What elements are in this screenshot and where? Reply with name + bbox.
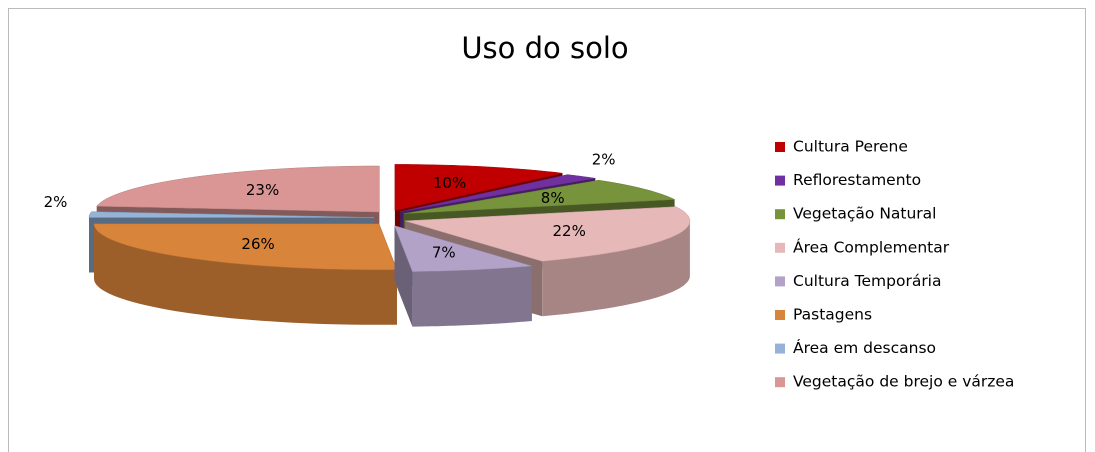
data-label: 8% bbox=[541, 189, 565, 207]
slice bbox=[400, 174, 596, 213]
legend-label: Área Complementar bbox=[793, 237, 950, 256]
slice bbox=[403, 179, 676, 214]
legend-label: Cultura Perene bbox=[793, 138, 908, 156]
legend-label: Vegetação Natural bbox=[793, 205, 937, 223]
legend-swatch bbox=[775, 377, 785, 388]
data-label: 2% bbox=[592, 151, 616, 169]
legend-swatch bbox=[775, 343, 785, 354]
slice bbox=[96, 165, 380, 213]
slice bbox=[88, 211, 375, 218]
legend-label: Cultura Temporária bbox=[793, 272, 942, 290]
legend-swatch bbox=[775, 276, 785, 287]
slice bbox=[93, 223, 398, 271]
data-label: 7% bbox=[432, 244, 456, 262]
slice bbox=[394, 164, 563, 211]
data-label: 10% bbox=[433, 174, 466, 192]
legend-swatch bbox=[775, 209, 785, 220]
legend-label: Vegetação de brejo e várzea bbox=[793, 373, 1014, 391]
legend-swatch bbox=[775, 242, 785, 253]
slice bbox=[404, 206, 691, 262]
legend-swatch bbox=[775, 175, 785, 186]
legend-swatch bbox=[775, 310, 785, 320]
slice-side bbox=[394, 225, 413, 327]
data-label: 2% bbox=[44, 193, 68, 211]
legend-label: Pastagens bbox=[793, 306, 872, 324]
legend-swatch bbox=[775, 142, 785, 152]
data-label: 26% bbox=[241, 235, 274, 253]
slice-wall bbox=[94, 223, 397, 325]
slice bbox=[394, 225, 532, 272]
legend-label: Área em descanso bbox=[793, 338, 936, 357]
legend-label: Reflorestamento bbox=[793, 171, 921, 189]
slice-wall bbox=[412, 266, 532, 327]
data-label: 22% bbox=[552, 222, 585, 240]
chart-title: Uso do solo bbox=[461, 31, 628, 65]
slice-wall bbox=[542, 220, 690, 317]
data-label: 23% bbox=[246, 181, 279, 199]
